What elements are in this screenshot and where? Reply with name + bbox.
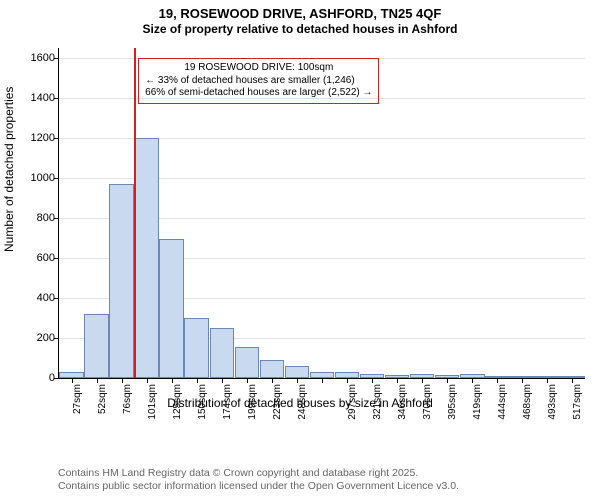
- y-tick-label: 400: [37, 292, 59, 304]
- annotation-line: ← 33% of detached houses are smaller (1,…: [145, 75, 372, 88]
- annotation-line: 19 ROSEWOOD DRIVE: 100sqm: [145, 62, 372, 75]
- y-tick-label: 0: [49, 372, 59, 384]
- chart-container: { "title": { "line1": "19, ROSEWOOD DRIV…: [0, 0, 600, 500]
- histogram-bar: [184, 318, 209, 378]
- y-tick-label: 1000: [31, 172, 59, 184]
- histogram-bar: [285, 366, 310, 378]
- y-tick-label: 1400: [31, 92, 59, 104]
- y-tick-label: 200: [37, 332, 59, 344]
- chart-title-line2: Size of property relative to detached ho…: [0, 21, 600, 36]
- y-tick-label: 1600: [31, 52, 59, 64]
- annotation-box: 19 ROSEWOOD DRIVE: 100sqm← 33% of detach…: [138, 58, 379, 104]
- annotation-line: 66% of semi-detached houses are larger (…: [145, 87, 372, 100]
- histogram-bar: [109, 184, 134, 378]
- credits-line: Contains HM Land Registry data © Crown c…: [58, 467, 459, 481]
- y-tick-label: 1200: [31, 132, 59, 144]
- y-axis-label: Number of detached properties: [2, 87, 16, 252]
- x-axis-label: Distribution of detached houses by size …: [0, 396, 600, 410]
- reference-marker-line: [134, 48, 136, 378]
- histogram-bar: [159, 239, 184, 378]
- plot-area: 0200400600800100012001400160027sqm52sqm7…: [58, 48, 584, 378]
- y-tick-label: 600: [37, 252, 59, 264]
- histogram-bar: [210, 328, 235, 378]
- credits-line: Contains public sector information licen…: [58, 480, 459, 494]
- chart-title-line1: 19, ROSEWOOD DRIVE, ASHFORD, TN25 4QF: [0, 0, 600, 21]
- histogram-bar: [260, 360, 285, 378]
- histogram-bar: [84, 314, 109, 378]
- histogram-bar: [235, 347, 260, 378]
- y-tick-label: 800: [37, 212, 59, 224]
- credits-text: Contains HM Land Registry data © Crown c…: [58, 467, 459, 494]
- histogram-bar: [134, 138, 159, 378]
